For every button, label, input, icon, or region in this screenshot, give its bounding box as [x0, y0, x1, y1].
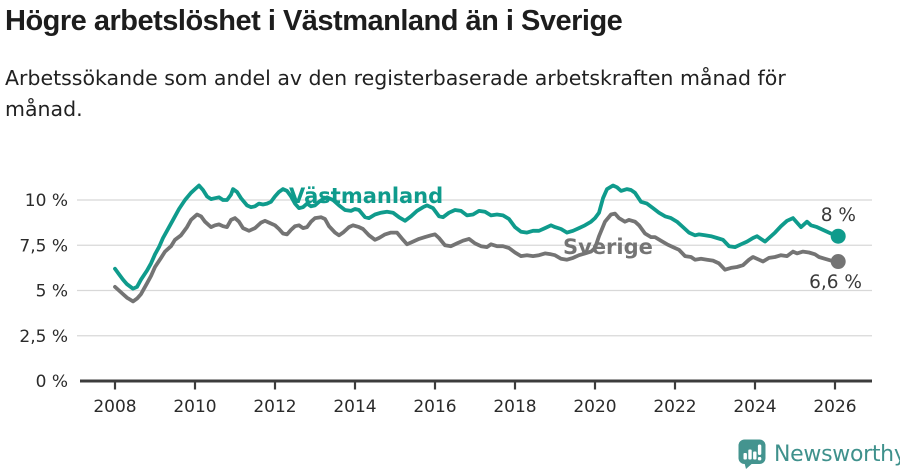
- chart-labels: Västmanland Sverige 8 % 6,6 %: [289, 184, 862, 293]
- series-label-vastmanland: Västmanland: [289, 184, 443, 208]
- newsworthy-logo: Newsworthy: [737, 438, 900, 470]
- x-tick-label: 2010: [173, 397, 216, 417]
- newsworthy-wordmark: Newsworthy: [774, 441, 900, 467]
- x-tick-label: 2008: [93, 397, 136, 417]
- newsworthy-icon: [738, 439, 766, 469]
- y-tick-label: 0 %: [36, 372, 68, 392]
- chart-header: Högre arbetslöshet i Västmanland än i Sv…: [5, 4, 895, 124]
- x-tick-label: 2012: [253, 397, 296, 417]
- chart-subtitle: Arbetssökande som andel av den registerb…: [5, 65, 786, 121]
- x-tick-label: 2020: [573, 397, 616, 417]
- page-title: Högre arbetslöshet i Västmanland än i Sv…: [5, 5, 623, 37]
- x-tick-label: 2022: [653, 397, 696, 417]
- series-label-sverige: Sverige: [563, 235, 653, 259]
- x-tick-label: 2016: [413, 397, 456, 417]
- end-point-dot-sverige: [830, 254, 846, 270]
- axes: 0 % 2,5 % 5 % 7,5 % 10 % 2008 2010 2012 2014 2016…: [19, 191, 872, 417]
- series-line-sverige: [113, 211, 841, 304]
- y-tick-label: 2,5 %: [19, 327, 68, 347]
- gridlines: [77, 199, 872, 337]
- series-line-västmanland: [113, 183, 841, 291]
- y-tick-label: 5 %: [36, 282, 68, 302]
- x-tick-label: 2014: [333, 397, 376, 417]
- x-tick-label: 2018: [493, 397, 536, 417]
- end-point-dot-västmanland: [830, 228, 846, 244]
- end-value-label-vastmanland: 8 %: [821, 205, 856, 226]
- y-tick-label: 7,5 %: [19, 236, 68, 256]
- data-series: [113, 183, 846, 304]
- x-tick-label: 2024: [733, 397, 776, 417]
- x-tick-label: 2026: [813, 397, 856, 417]
- y-tick-label: 10 %: [25, 191, 68, 211]
- end-value-label-sverige: 6,6 %: [809, 272, 862, 293]
